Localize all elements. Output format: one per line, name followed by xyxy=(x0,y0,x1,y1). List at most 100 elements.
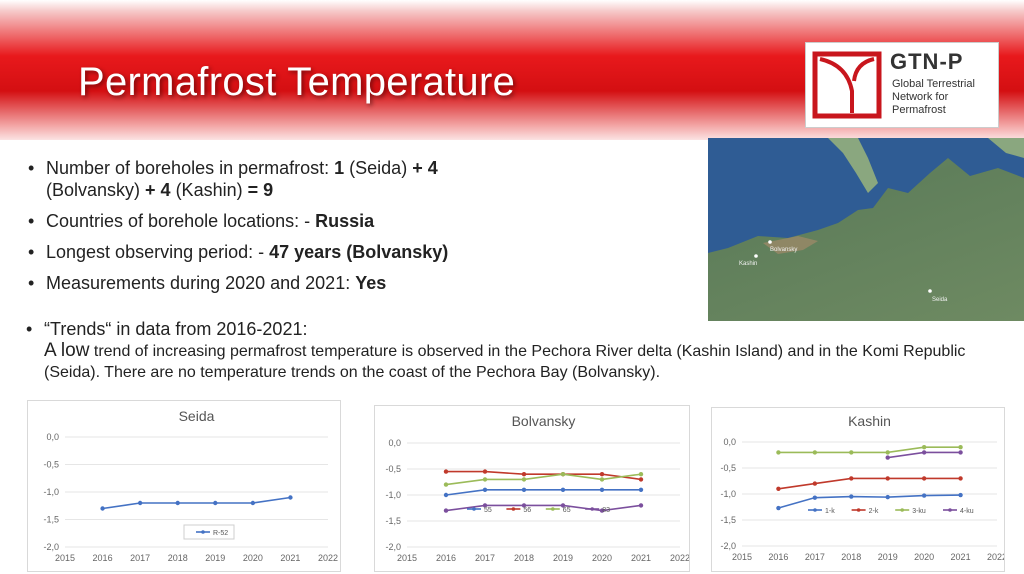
y-tick-label: -1,5 xyxy=(720,515,736,525)
data-point xyxy=(885,494,890,500)
chart-title: Kashin xyxy=(848,413,891,429)
x-tick-label: 2015 xyxy=(732,552,752,562)
y-tick-label: -0,5 xyxy=(43,460,59,470)
data-point xyxy=(443,492,449,498)
gtnp-logo: GTN-P Global Terrestrial Network for Per… xyxy=(805,42,999,128)
data-point xyxy=(521,477,527,482)
trend-heading: “Trends“ in data from 2016-2021: xyxy=(26,318,1001,340)
y-tick-label: -0,5 xyxy=(385,464,401,474)
x-tick-label: 2018 xyxy=(514,553,534,563)
series-line-2-k xyxy=(778,477,961,490)
logo-mark-icon xyxy=(812,51,882,119)
data-point xyxy=(812,481,818,486)
bullet-text-run: + xyxy=(412,158,423,178)
series-line-56 xyxy=(446,470,642,481)
slide-title: Permafrost Temperature xyxy=(78,60,516,104)
bullet-text-run: (Bolvansky) xyxy=(46,180,146,200)
bullet-list: Number of boreholes in permafrost: 1 (Se… xyxy=(26,157,526,303)
series-line-65 xyxy=(445,473,642,486)
x-tick-label: 2022 xyxy=(318,553,338,563)
data-point xyxy=(482,487,488,492)
map-label-seida: Seida xyxy=(932,297,948,303)
bullet-text-run: Number of boreholes in permafrost: xyxy=(46,158,335,178)
chart-legend: R-52 xyxy=(183,524,235,540)
legend-marker xyxy=(551,507,555,511)
bullet-item: Number of boreholes in permafrost: 1 (Se… xyxy=(26,157,526,201)
x-tick-label: 2018 xyxy=(841,552,861,562)
chart-legend: 55 56 65 83 xyxy=(467,507,610,514)
data-point xyxy=(849,476,854,481)
series-line-R-52 xyxy=(102,496,291,510)
trend-block: “Trends“ in data from 2016-2021: A low t… xyxy=(26,318,1001,383)
logo-subtitle-line: Permafrost xyxy=(892,104,946,116)
bullet-text-run: = 9 xyxy=(247,180,274,200)
data-point xyxy=(288,495,293,500)
map-label-kashin: Kashin xyxy=(739,261,757,267)
data-point xyxy=(812,450,818,455)
data-point xyxy=(560,472,566,477)
bullet-text-run: (Kashin) xyxy=(170,180,248,200)
data-point xyxy=(560,503,566,508)
logo-name: GTN-P xyxy=(890,49,964,74)
x-tick-label: 2021 xyxy=(631,553,651,563)
x-tick-label: 2015 xyxy=(397,553,417,563)
data-point xyxy=(560,487,566,492)
data-point xyxy=(776,450,781,455)
x-tick-label: 2022 xyxy=(670,553,689,563)
bullet-text-run: Countries of borehole locations: - xyxy=(46,211,316,231)
data-point xyxy=(776,505,781,511)
data-point xyxy=(137,500,143,506)
legend-label: R-52 xyxy=(213,530,228,537)
x-tick-label: 2019 xyxy=(553,553,573,563)
chart-title: Seida xyxy=(179,408,215,424)
y-tick-label: -2,0 xyxy=(385,542,401,552)
data-point xyxy=(521,487,527,492)
data-point xyxy=(638,477,644,482)
x-tick-label: 2017 xyxy=(475,553,495,563)
legend-label: 65 xyxy=(563,507,571,514)
bullet-text-run: Longest observing period: - xyxy=(46,242,270,262)
bullet-text-run: 4 xyxy=(422,158,438,178)
data-point xyxy=(638,503,644,508)
legend-label: 3-ku xyxy=(912,508,926,515)
y-tick-label: -1,0 xyxy=(720,489,736,499)
x-tick-label: 2017 xyxy=(805,552,825,562)
chart-seida: Seida 0,0 -0,5 -1,0 -1,5 -2,0 2015 2016 2017 2018… xyxy=(27,400,341,572)
legend-marker xyxy=(948,508,952,512)
y-tick-label: -2,0 xyxy=(720,541,736,551)
data-point xyxy=(443,508,449,513)
x-tick-label: 2020 xyxy=(914,552,934,562)
legend-label: 4-ku xyxy=(960,508,974,515)
legend-label: 83 xyxy=(602,507,610,514)
data-point xyxy=(599,508,605,513)
data-point xyxy=(521,503,527,508)
y-tick-label: -2,0 xyxy=(43,542,59,552)
y-tick-label: -0,5 xyxy=(720,463,736,473)
data-point xyxy=(885,455,890,460)
data-point xyxy=(958,445,963,450)
legend-label: 2-k xyxy=(869,508,879,515)
data-point xyxy=(921,476,927,481)
data-point xyxy=(885,450,890,455)
map-image: Bolvansky Kashin Seida xyxy=(708,138,1024,303)
legend-label: 56 xyxy=(523,507,531,514)
x-tick-label: 2017 xyxy=(130,553,150,563)
series-line-55 xyxy=(445,489,641,496)
location-map: Bolvansky Kashin Seida xyxy=(708,138,1024,321)
data-point xyxy=(849,494,854,499)
data-point xyxy=(599,477,605,482)
bullet-text-run: 1 xyxy=(334,158,345,178)
bullet-text-run: Yes xyxy=(355,273,387,293)
data-point xyxy=(849,450,854,455)
data-point xyxy=(175,500,180,506)
legend-marker xyxy=(900,508,904,512)
data-point xyxy=(812,495,818,500)
legend-label: 55 xyxy=(484,507,492,514)
chart-title: Bolvansky xyxy=(512,413,576,429)
bullet-item: Measurements during 2020 and 2021: Yes xyxy=(26,272,526,294)
chart-bolvansky: Bolvansky 0,0 -0,5 -1,0 -1,5 -2,0 2015 2016 2017… xyxy=(374,405,690,572)
map-label-bolvansky: Bolvansky xyxy=(770,247,797,253)
